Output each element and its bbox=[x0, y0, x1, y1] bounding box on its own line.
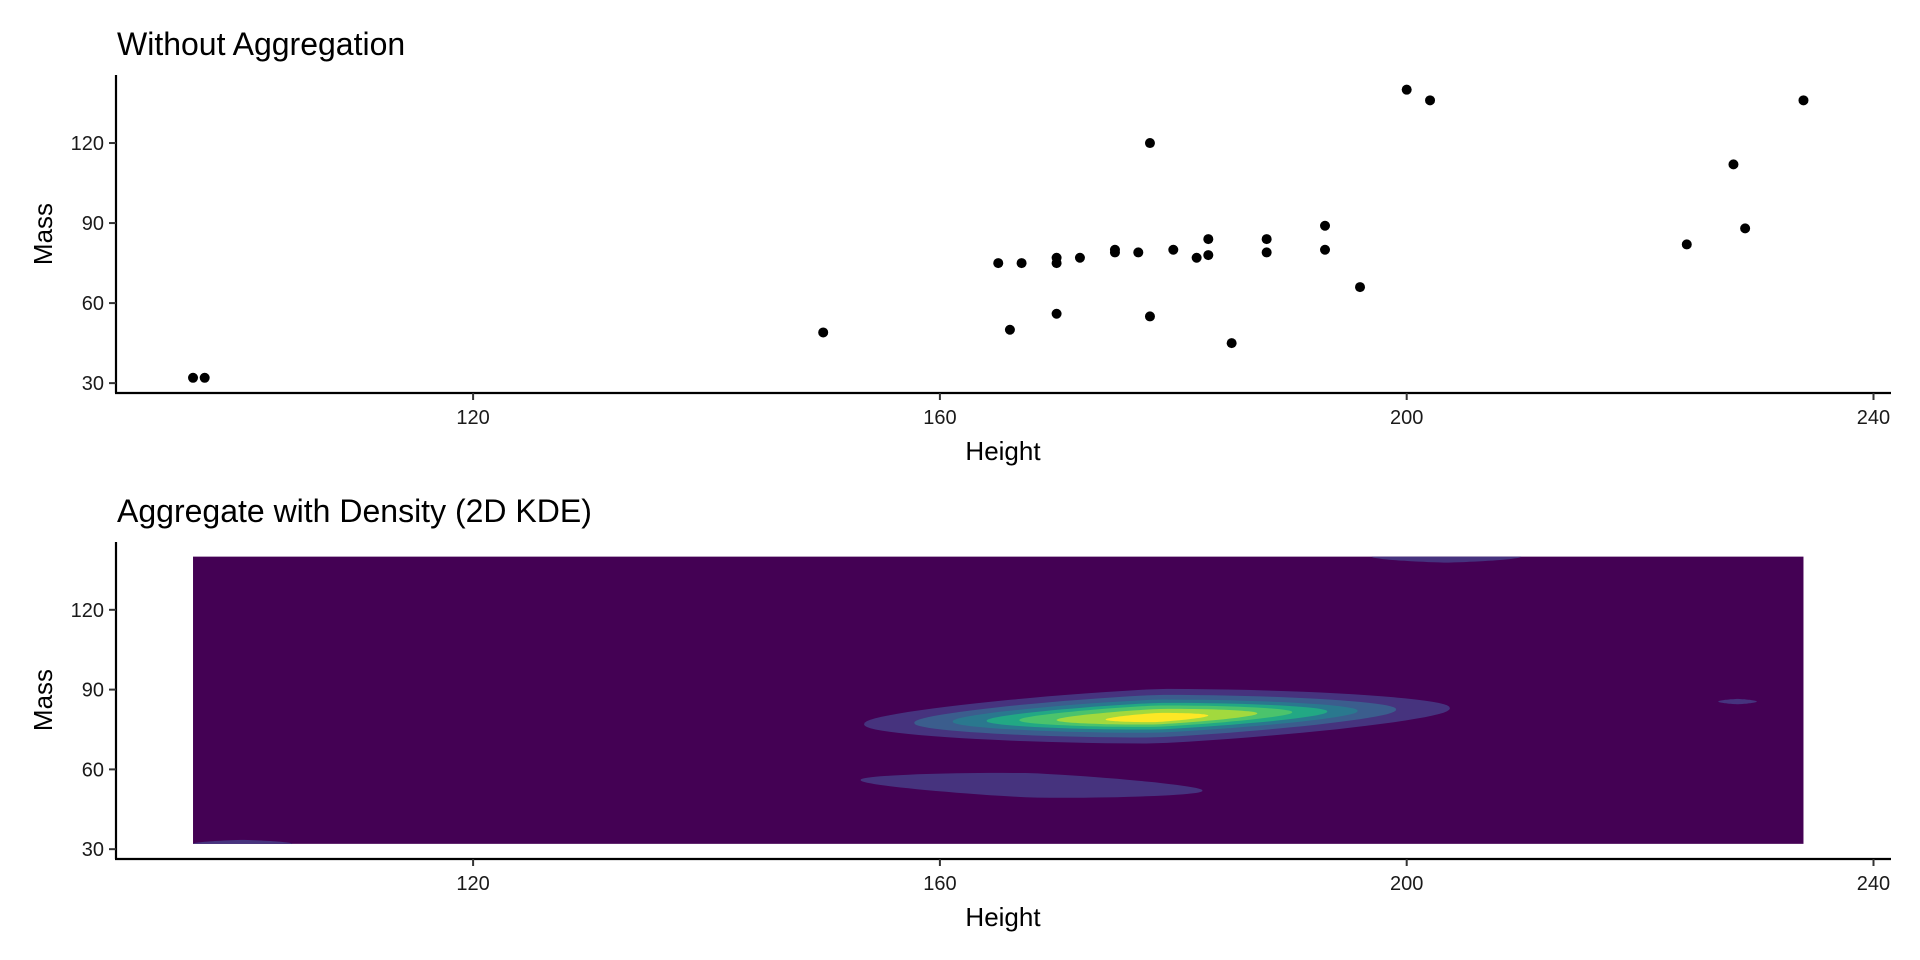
data-point bbox=[1320, 220, 1331, 231]
data-point bbox=[1320, 244, 1331, 255]
y-axis-title: Mass bbox=[28, 203, 58, 265]
density-contour-right-small-level-1 bbox=[1718, 698, 1757, 705]
data-point bbox=[1681, 239, 1692, 250]
data-point bbox=[1168, 244, 1179, 255]
y-tick-label: 30 bbox=[82, 839, 104, 861]
data-point bbox=[1226, 338, 1237, 349]
data-point bbox=[1074, 252, 1085, 263]
data-point bbox=[1051, 258, 1062, 269]
x-tick-label: 160 bbox=[923, 873, 956, 895]
density-contour-bottom-left-corner-level-1 bbox=[193, 839, 293, 844]
density-title: Aggregate with Density (2D KDE) bbox=[117, 493, 592, 529]
data-point bbox=[1144, 138, 1155, 149]
x-tick-label: 200 bbox=[1390, 873, 1423, 895]
y-tick-label: 30 bbox=[82, 373, 104, 395]
y-tick-label: 90 bbox=[82, 213, 104, 235]
data-point bbox=[1261, 234, 1272, 245]
data-point bbox=[1016, 258, 1027, 269]
y-axis-ticks: 30 60 90 120 bbox=[71, 600, 116, 861]
data-point bbox=[1004, 324, 1015, 335]
x-tick-label: 160 bbox=[923, 407, 956, 429]
scatter-points bbox=[188, 84, 1809, 383]
data-point bbox=[1355, 282, 1366, 293]
data-point bbox=[1728, 159, 1739, 170]
data-point bbox=[1144, 311, 1155, 322]
x-tick-label: 200 bbox=[1390, 407, 1423, 429]
x-axis-title: Height bbox=[965, 436, 1041, 466]
data-point bbox=[1203, 250, 1214, 261]
density-background bbox=[193, 556, 1804, 844]
y-tick-label: 90 bbox=[82, 680, 104, 702]
data-point bbox=[188, 372, 199, 383]
density-contour-low-mass-ridge-level-1 bbox=[860, 772, 1203, 798]
y-tick-label: 60 bbox=[82, 293, 104, 315]
x-axis-ticks: 120 160 200 240 bbox=[456, 393, 1890, 429]
data-point bbox=[1109, 247, 1120, 258]
x-axis-ticks: 120 160 200 240 bbox=[456, 859, 1890, 895]
x-tick-label: 120 bbox=[456, 407, 489, 429]
x-tick-label: 120 bbox=[456, 873, 489, 895]
scatter-panel: Without Aggregation 120 160 200 240 30 60 90 1… bbox=[28, 26, 1891, 466]
data-point bbox=[1051, 308, 1062, 319]
data-point bbox=[1191, 252, 1202, 263]
density-contour-top-edge-level-1 bbox=[1371, 556, 1522, 563]
y-axis-title: Mass bbox=[28, 669, 58, 731]
data-point bbox=[199, 372, 210, 383]
y-tick-label: 120 bbox=[71, 133, 104, 155]
data-point bbox=[818, 327, 829, 338]
data-point bbox=[1740, 223, 1751, 234]
y-tick-label: 120 bbox=[71, 600, 104, 622]
density-panel: Aggregate with Density (2D KDE) 120 160 20… bbox=[28, 493, 1891, 932]
density-contour-main-peak-level-7 bbox=[1105, 712, 1209, 723]
data-point bbox=[1401, 84, 1412, 95]
data-point bbox=[1261, 247, 1272, 258]
data-point bbox=[1203, 234, 1214, 245]
data-point bbox=[1798, 95, 1809, 106]
data-point bbox=[1133, 247, 1144, 258]
y-axis-ticks: 30 60 90 120 bbox=[71, 133, 116, 395]
y-tick-label: 60 bbox=[82, 759, 104, 781]
data-point bbox=[1425, 95, 1436, 106]
scatter-title: Without Aggregation bbox=[117, 26, 405, 62]
data-point bbox=[993, 258, 1004, 269]
x-tick-label: 240 bbox=[1857, 407, 1890, 429]
x-axis-title: Height bbox=[965, 902, 1041, 932]
density-contours bbox=[193, 556, 1757, 844]
x-tick-label: 240 bbox=[1857, 873, 1890, 895]
